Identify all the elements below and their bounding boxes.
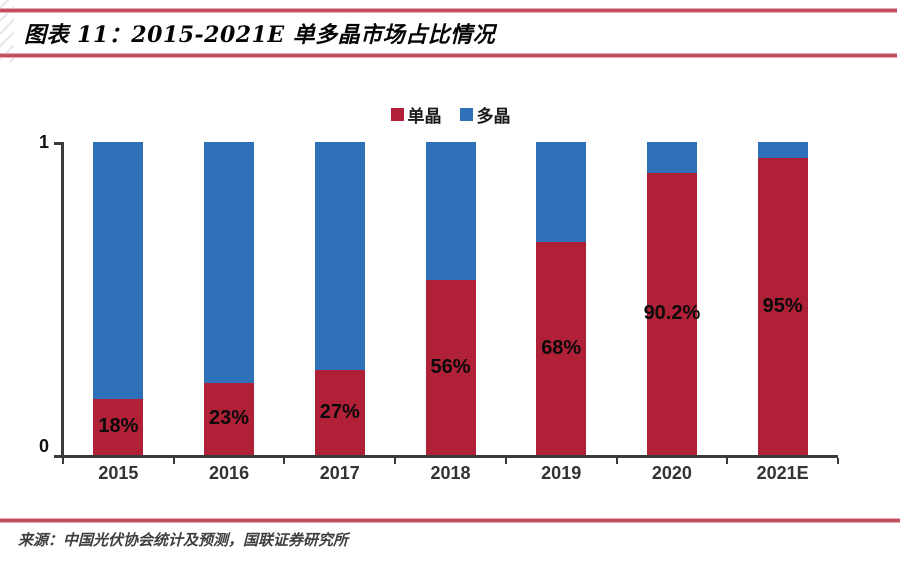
x-tick-label-2021E: 2021E — [756, 463, 809, 483]
x-axis-tick-mark — [726, 458, 729, 464]
bar-segment-poly — [93, 142, 144, 399]
bar-data-label: 56% — [430, 355, 471, 378]
bar-data-label: 68% — [541, 337, 582, 360]
bar-segment-poly — [646, 142, 697, 173]
legend-item-poly: 多晶 — [459, 102, 511, 127]
x-tick-label-2016: 2016 — [209, 463, 250, 483]
chart-legend: 单晶 多晶 — [63, 102, 838, 127]
bar-data-label: 90.2% — [643, 302, 701, 325]
x-axis-line — [54, 455, 838, 458]
stacked-bar-2020: 90.2% — [644, 142, 700, 455]
stacked-bar-2017: 27% — [314, 142, 365, 455]
bar-data-label: 23% — [209, 407, 250, 430]
x-axis-tick-mark — [62, 458, 64, 464]
bar-segment-mono: 90.2% — [644, 172, 700, 455]
x-axis-tick-mark — [394, 458, 397, 464]
bar-segment-poly — [204, 142, 255, 383]
chart-title: 图表 11：2015-2021E 单多晶市场占比情况 — [24, 22, 496, 48]
bar-segment-poly — [425, 142, 476, 280]
y-tick-mark-1 — [54, 142, 62, 145]
x-axis-tick-mark — [172, 458, 175, 464]
title-accent-rule — [0, 54, 897, 57]
bar-segment-mono: 23% — [204, 383, 255, 455]
stacked-bar-2016: 23% — [204, 142, 255, 455]
bar-segment-mono: 95% — [757, 157, 808, 455]
stacked-bar-2019: 68% — [536, 142, 587, 455]
bar-segment-poly — [536, 142, 587, 243]
x-axis-tick-mark — [615, 458, 618, 464]
x-axis-tick-mark — [837, 458, 839, 464]
legend-label-mono: 单晶 — [407, 107, 442, 127]
x-tick-label-2020: 2020 — [651, 463, 692, 483]
y-tick-label-1: 1 — [38, 132, 49, 152]
y-tick-label-0: 0 — [38, 436, 49, 456]
x-tick-label-2018: 2018 — [430, 463, 471, 483]
source-note: 来源：中国光伏协会统计及预测，国联证券研究所 — [18, 531, 349, 549]
stacked-bar-2018: 56% — [425, 142, 476, 455]
x-tick-label-2019: 2019 — [541, 463, 582, 483]
scan-artifact — [0, 0, 14, 62]
top-accent-rule — [0, 9, 897, 12]
legend-swatch-poly-icon — [459, 108, 473, 121]
bar-segment-poly — [314, 142, 365, 371]
bar-segment-poly — [757, 142, 808, 158]
bar-segment-mono: 68% — [536, 242, 587, 455]
bar-data-label: 18% — [98, 415, 139, 438]
x-axis-tick-mark — [504, 458, 507, 464]
legend-label-poly: 多晶 — [476, 107, 511, 127]
stacked-bar-2015: 18% — [93, 142, 144, 455]
bar-segment-mono: 56% — [425, 279, 476, 455]
bar-segment-mono: 18% — [93, 398, 144, 455]
x-axis-tick-mark — [283, 458, 286, 464]
bar-data-label: 27% — [319, 401, 360, 424]
legend-item-mono: 单晶 — [390, 102, 442, 127]
stacked-bar-2021E: 95% — [757, 142, 808, 455]
plot-area: 1 0 18% 2015 23% 2016 27% 2017 56% 2018 68% 2019 9… — [39, 132, 839, 483]
legend-swatch-mono-icon — [390, 108, 404, 121]
y-axis-line — [61, 142, 64, 455]
x-tick-label-2015: 2015 — [98, 463, 139, 483]
footer-accent-rule — [0, 519, 900, 522]
x-tick-label-2017: 2017 — [319, 463, 360, 483]
bar-segment-mono: 27% — [314, 370, 365, 455]
bar-data-label: 95% — [762, 294, 803, 317]
